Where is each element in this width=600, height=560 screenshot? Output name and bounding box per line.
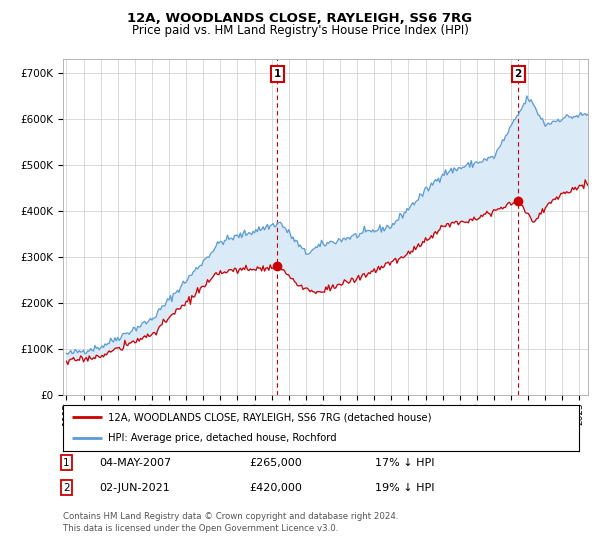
Text: 12A, WOODLANDS CLOSE, RAYLEIGH, SS6 7RG (detached house): 12A, WOODLANDS CLOSE, RAYLEIGH, SS6 7RG … bbox=[109, 412, 432, 422]
Text: HPI: Average price, detached house, Rochford: HPI: Average price, detached house, Roch… bbox=[109, 433, 337, 444]
Text: This data is licensed under the Open Government Licence v3.0.: This data is licensed under the Open Gov… bbox=[63, 524, 338, 533]
Text: 1: 1 bbox=[274, 69, 281, 79]
Text: £420,000: £420,000 bbox=[249, 483, 302, 493]
Text: 2: 2 bbox=[515, 69, 522, 79]
Text: Price paid vs. HM Land Registry's House Price Index (HPI): Price paid vs. HM Land Registry's House … bbox=[131, 24, 469, 36]
Text: 17% ↓ HPI: 17% ↓ HPI bbox=[375, 458, 434, 468]
Text: 02-JUN-2021: 02-JUN-2021 bbox=[99, 483, 170, 493]
Text: 12A, WOODLANDS CLOSE, RAYLEIGH, SS6 7RG: 12A, WOODLANDS CLOSE, RAYLEIGH, SS6 7RG bbox=[127, 12, 473, 25]
Text: Contains HM Land Registry data © Crown copyright and database right 2024.: Contains HM Land Registry data © Crown c… bbox=[63, 512, 398, 521]
Text: 2: 2 bbox=[63, 483, 70, 493]
Text: 19% ↓ HPI: 19% ↓ HPI bbox=[375, 483, 434, 493]
Text: 04-MAY-2007: 04-MAY-2007 bbox=[99, 458, 171, 468]
Text: £265,000: £265,000 bbox=[249, 458, 302, 468]
Text: 1: 1 bbox=[63, 458, 70, 468]
